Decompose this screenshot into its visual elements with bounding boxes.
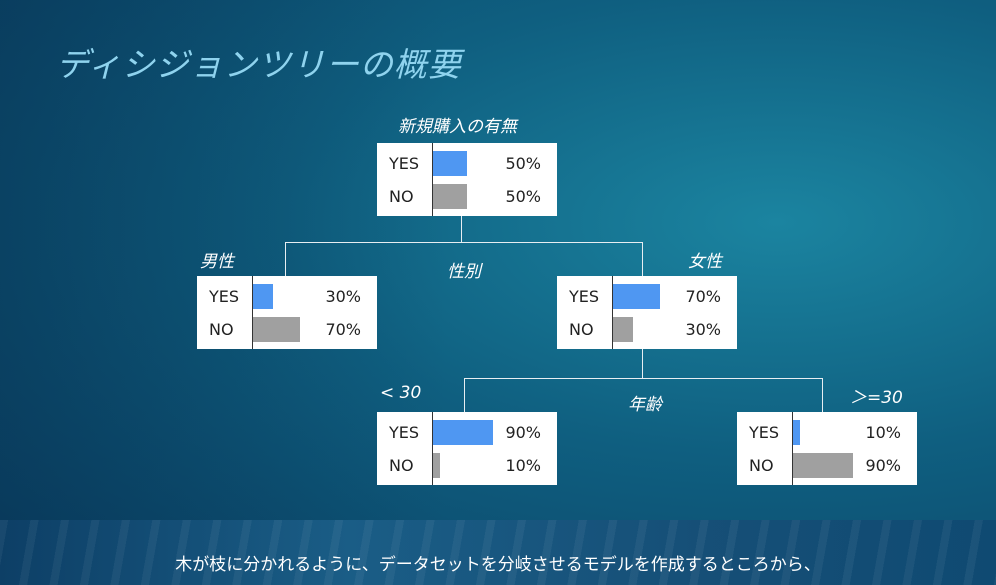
no-label: NO (389, 456, 414, 475)
node-over30: YES 10% NO 90% (737, 412, 917, 485)
connector-female-down (642, 242, 643, 276)
node-divider (432, 412, 433, 485)
no-bar (433, 453, 440, 478)
no-row: NO 70% (197, 313, 377, 346)
no-row: NO 30% (557, 313, 737, 346)
connector-split2-horizontal (464, 378, 823, 379)
no-bar (253, 317, 300, 342)
connector-root-down (461, 216, 462, 243)
no-bar (793, 453, 853, 478)
connector-under30-down (464, 378, 465, 412)
no-label: NO (209, 320, 234, 339)
slide-title: ディシジョンツリーの概要 (56, 45, 462, 84)
over30-label: ＞=30 (850, 388, 903, 408)
male-label: 男性 (200, 252, 234, 272)
yes-bar (613, 284, 660, 309)
node-female: YES 70% NO 30% (557, 276, 737, 349)
node-divider (612, 276, 613, 349)
yes-bar (433, 420, 493, 445)
no-row: NO 90% (737, 449, 917, 482)
no-label: NO (389, 187, 414, 206)
no-bar (433, 184, 467, 209)
yes-bar (793, 420, 800, 445)
node-divider (792, 412, 793, 485)
connector-male-down (285, 242, 286, 276)
yes-percent: 30% (325, 287, 361, 306)
footer-texture (0, 520, 996, 585)
no-percent: 10% (505, 456, 541, 475)
node-male: YES 30% NO 70% (197, 276, 377, 349)
connector-over30-down (822, 378, 823, 412)
yes-percent: 90% (505, 423, 541, 442)
connector-female-out (642, 349, 643, 379)
yes-percent: 70% (685, 287, 721, 306)
no-bar (613, 317, 633, 342)
under30-label: < 30 (380, 383, 422, 403)
yes-row: YES 70% (557, 280, 737, 313)
yes-label: YES (569, 287, 600, 306)
footer-band (0, 520, 996, 585)
caption-text: 木が枝に分かれるように、データセットを分岐させるモデルを作成するところから、 (175, 555, 821, 575)
yes-bar (253, 284, 273, 309)
no-percent: 30% (685, 320, 721, 339)
yes-label: YES (389, 423, 420, 442)
no-label: NO (749, 456, 774, 475)
split-age-label: 年齢 (628, 395, 662, 415)
no-percent: 70% (325, 320, 361, 339)
node-root: YES 50% NO 50% (377, 143, 557, 216)
female-label: 女性 (688, 252, 722, 272)
yes-label: YES (389, 154, 420, 173)
no-percent: 50% (505, 187, 541, 206)
yes-label: YES (209, 287, 240, 306)
yes-row: YES 30% (197, 280, 377, 313)
no-row: NO 10% (377, 449, 557, 482)
yes-label: YES (749, 423, 780, 442)
node-under30: YES 90% NO 10% (377, 412, 557, 485)
node-divider (432, 143, 433, 216)
yes-bar (433, 151, 467, 176)
no-row: NO 50% (377, 180, 557, 213)
yes-row: YES 90% (377, 416, 557, 449)
no-percent: 90% (865, 456, 901, 475)
yes-row: YES 50% (377, 147, 557, 180)
node-divider (252, 276, 253, 349)
yes-row: YES 10% (737, 416, 917, 449)
no-label: NO (569, 320, 594, 339)
yes-percent: 50% (505, 154, 541, 173)
yes-percent: 10% (865, 423, 901, 442)
root-label: 新規購入の有無 (398, 117, 517, 137)
connector-split1-horizontal (285, 242, 643, 243)
split-gender-label: 性別 (447, 262, 481, 282)
